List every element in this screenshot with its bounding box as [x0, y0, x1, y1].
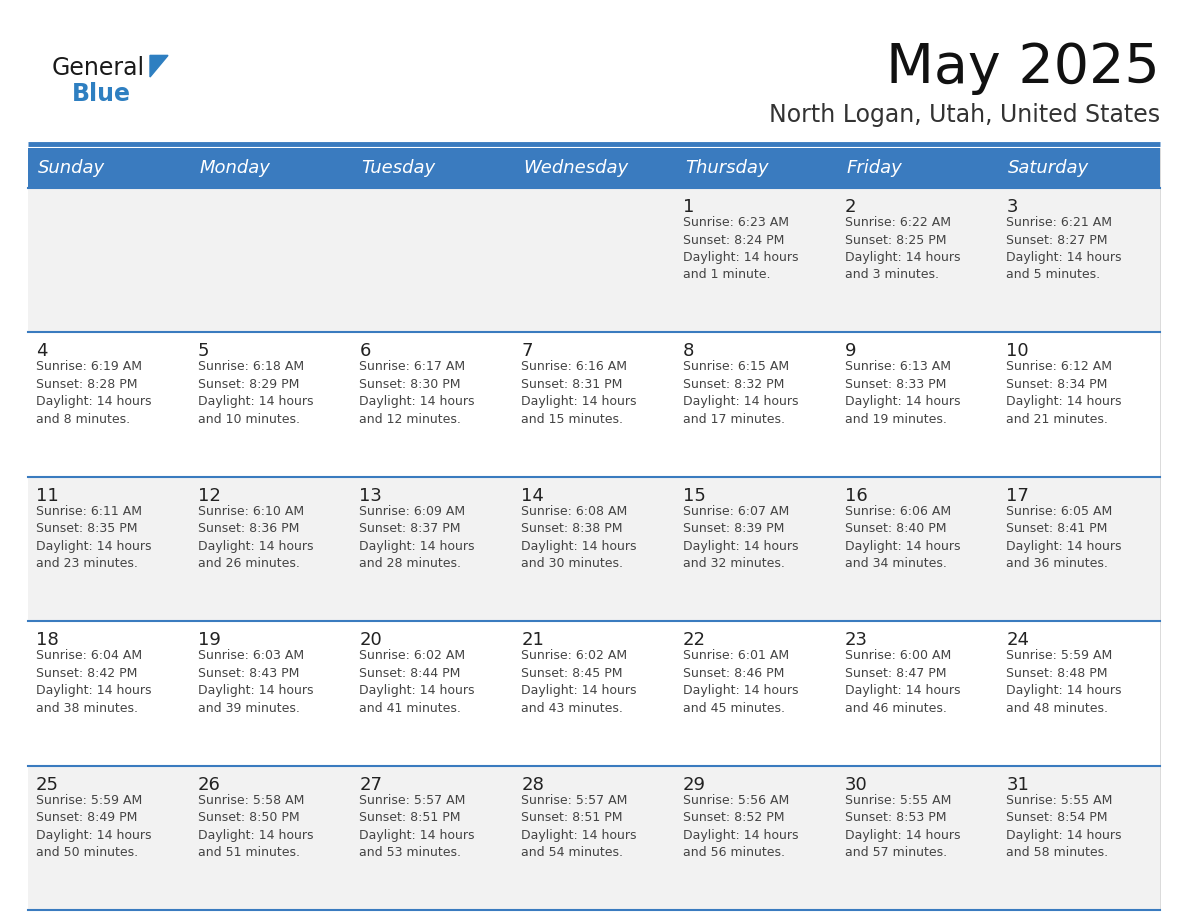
Text: Saturday: Saturday: [1009, 159, 1089, 177]
Text: 27: 27: [360, 776, 383, 793]
Text: Sunrise: 6:07 AM
Sunset: 8:39 PM
Daylight: 14 hours
and 32 minutes.: Sunrise: 6:07 AM Sunset: 8:39 PM Dayligh…: [683, 505, 798, 570]
Text: 9: 9: [845, 342, 857, 361]
Text: 1: 1: [683, 198, 694, 216]
Text: Sunrise: 6:21 AM
Sunset: 8:27 PM
Daylight: 14 hours
and 5 minutes.: Sunrise: 6:21 AM Sunset: 8:27 PM Dayligh…: [1006, 216, 1121, 282]
Text: 12: 12: [197, 487, 221, 505]
Text: Sunrise: 6:13 AM
Sunset: 8:33 PM
Daylight: 14 hours
and 19 minutes.: Sunrise: 6:13 AM Sunset: 8:33 PM Dayligh…: [845, 361, 960, 426]
Text: 24: 24: [1006, 632, 1029, 649]
Text: 18: 18: [36, 632, 58, 649]
Text: 2: 2: [845, 198, 857, 216]
Bar: [836, 148, 998, 188]
Text: 31: 31: [1006, 776, 1029, 793]
Bar: [675, 148, 836, 188]
Text: Sunrise: 5:59 AM
Sunset: 8:49 PM
Daylight: 14 hours
and 50 minutes.: Sunrise: 5:59 AM Sunset: 8:49 PM Dayligh…: [36, 793, 152, 859]
Text: Monday: Monday: [200, 159, 271, 177]
Text: Sunrise: 5:55 AM
Sunset: 8:54 PM
Daylight: 14 hours
and 58 minutes.: Sunrise: 5:55 AM Sunset: 8:54 PM Dayligh…: [1006, 793, 1121, 859]
Text: Sunrise: 6:00 AM
Sunset: 8:47 PM
Daylight: 14 hours
and 46 minutes.: Sunrise: 6:00 AM Sunset: 8:47 PM Dayligh…: [845, 649, 960, 715]
Bar: [29, 766, 1159, 910]
Text: 6: 6: [360, 342, 371, 361]
Text: Sunrise: 6:03 AM
Sunset: 8:43 PM
Daylight: 14 hours
and 39 minutes.: Sunrise: 6:03 AM Sunset: 8:43 PM Dayligh…: [197, 649, 314, 715]
Text: Sunrise: 6:17 AM
Sunset: 8:30 PM
Daylight: 14 hours
and 12 minutes.: Sunrise: 6:17 AM Sunset: 8:30 PM Dayligh…: [360, 361, 475, 426]
Text: Sunrise: 6:05 AM
Sunset: 8:41 PM
Daylight: 14 hours
and 36 minutes.: Sunrise: 6:05 AM Sunset: 8:41 PM Dayligh…: [1006, 505, 1121, 570]
Text: Tuesday: Tuesday: [361, 159, 436, 177]
Text: Sunrise: 6:01 AM
Sunset: 8:46 PM
Daylight: 14 hours
and 45 minutes.: Sunrise: 6:01 AM Sunset: 8:46 PM Dayligh…: [683, 649, 798, 715]
Text: Sunrise: 6:04 AM
Sunset: 8:42 PM
Daylight: 14 hours
and 38 minutes.: Sunrise: 6:04 AM Sunset: 8:42 PM Dayligh…: [36, 649, 152, 715]
Bar: [998, 148, 1159, 188]
Text: 30: 30: [845, 776, 867, 793]
Text: Sunrise: 6:15 AM
Sunset: 8:32 PM
Daylight: 14 hours
and 17 minutes.: Sunrise: 6:15 AM Sunset: 8:32 PM Dayligh…: [683, 361, 798, 426]
Bar: [190, 148, 352, 188]
Text: Sunrise: 6:06 AM
Sunset: 8:40 PM
Daylight: 14 hours
and 34 minutes.: Sunrise: 6:06 AM Sunset: 8:40 PM Dayligh…: [845, 505, 960, 570]
Text: North Logan, Utah, United States: North Logan, Utah, United States: [769, 103, 1159, 127]
Text: Sunrise: 6:02 AM
Sunset: 8:45 PM
Daylight: 14 hours
and 43 minutes.: Sunrise: 6:02 AM Sunset: 8:45 PM Dayligh…: [522, 649, 637, 715]
Text: Sunrise: 5:58 AM
Sunset: 8:50 PM
Daylight: 14 hours
and 51 minutes.: Sunrise: 5:58 AM Sunset: 8:50 PM Dayligh…: [197, 793, 314, 859]
Text: 13: 13: [360, 487, 383, 505]
Text: Blue: Blue: [72, 82, 131, 106]
Text: 8: 8: [683, 342, 694, 361]
Text: Sunrise: 6:08 AM
Sunset: 8:38 PM
Daylight: 14 hours
and 30 minutes.: Sunrise: 6:08 AM Sunset: 8:38 PM Dayligh…: [522, 505, 637, 570]
Text: Sunrise: 6:16 AM
Sunset: 8:31 PM
Daylight: 14 hours
and 15 minutes.: Sunrise: 6:16 AM Sunset: 8:31 PM Dayligh…: [522, 361, 637, 426]
Text: 17: 17: [1006, 487, 1029, 505]
Text: 25: 25: [36, 776, 59, 793]
Text: 23: 23: [845, 632, 867, 649]
Bar: [29, 188, 1159, 332]
Text: 4: 4: [36, 342, 48, 361]
Text: Thursday: Thursday: [684, 159, 769, 177]
Bar: [29, 476, 1159, 621]
Text: 15: 15: [683, 487, 706, 505]
Text: 7: 7: [522, 342, 532, 361]
Text: 3: 3: [1006, 198, 1018, 216]
Text: Sunrise: 6:19 AM
Sunset: 8:28 PM
Daylight: 14 hours
and 8 minutes.: Sunrise: 6:19 AM Sunset: 8:28 PM Dayligh…: [36, 361, 152, 426]
Text: 10: 10: [1006, 342, 1029, 361]
Text: 28: 28: [522, 776, 544, 793]
Text: 21: 21: [522, 632, 544, 649]
Text: Wednesday: Wednesday: [523, 159, 628, 177]
Bar: [352, 148, 513, 188]
Text: Sunrise: 5:56 AM
Sunset: 8:52 PM
Daylight: 14 hours
and 56 minutes.: Sunrise: 5:56 AM Sunset: 8:52 PM Dayligh…: [683, 793, 798, 859]
Text: Sunrise: 5:55 AM
Sunset: 8:53 PM
Daylight: 14 hours
and 57 minutes.: Sunrise: 5:55 AM Sunset: 8:53 PM Dayligh…: [845, 793, 960, 859]
Text: Sunrise: 5:57 AM
Sunset: 8:51 PM
Daylight: 14 hours
and 53 minutes.: Sunrise: 5:57 AM Sunset: 8:51 PM Dayligh…: [360, 793, 475, 859]
Text: 16: 16: [845, 487, 867, 505]
Text: Sunrise: 5:59 AM
Sunset: 8:48 PM
Daylight: 14 hours
and 48 minutes.: Sunrise: 5:59 AM Sunset: 8:48 PM Dayligh…: [1006, 649, 1121, 715]
Text: Friday: Friday: [847, 159, 903, 177]
Text: 5: 5: [197, 342, 209, 361]
Text: May 2025: May 2025: [886, 41, 1159, 95]
Text: Sunrise: 6:09 AM
Sunset: 8:37 PM
Daylight: 14 hours
and 28 minutes.: Sunrise: 6:09 AM Sunset: 8:37 PM Dayligh…: [360, 505, 475, 570]
Text: 19: 19: [197, 632, 221, 649]
Text: Sunrise: 6:11 AM
Sunset: 8:35 PM
Daylight: 14 hours
and 23 minutes.: Sunrise: 6:11 AM Sunset: 8:35 PM Dayligh…: [36, 505, 152, 570]
Polygon shape: [150, 55, 168, 77]
Bar: [513, 148, 675, 188]
Text: 14: 14: [522, 487, 544, 505]
Text: 29: 29: [683, 776, 706, 793]
Text: Sunrise: 6:18 AM
Sunset: 8:29 PM
Daylight: 14 hours
and 10 minutes.: Sunrise: 6:18 AM Sunset: 8:29 PM Dayligh…: [197, 361, 314, 426]
Text: General: General: [52, 56, 145, 80]
Bar: [29, 621, 1159, 766]
Text: 22: 22: [683, 632, 706, 649]
Text: Sunrise: 6:23 AM
Sunset: 8:24 PM
Daylight: 14 hours
and 1 minute.: Sunrise: 6:23 AM Sunset: 8:24 PM Dayligh…: [683, 216, 798, 282]
Bar: [29, 148, 190, 188]
Text: Sunrise: 5:57 AM
Sunset: 8:51 PM
Daylight: 14 hours
and 54 minutes.: Sunrise: 5:57 AM Sunset: 8:51 PM Dayligh…: [522, 793, 637, 859]
Text: 11: 11: [36, 487, 58, 505]
Text: Sunrise: 6:10 AM
Sunset: 8:36 PM
Daylight: 14 hours
and 26 minutes.: Sunrise: 6:10 AM Sunset: 8:36 PM Dayligh…: [197, 505, 314, 570]
Text: Sunrise: 6:02 AM
Sunset: 8:44 PM
Daylight: 14 hours
and 41 minutes.: Sunrise: 6:02 AM Sunset: 8:44 PM Dayligh…: [360, 649, 475, 715]
Text: Sunday: Sunday: [38, 159, 105, 177]
Text: 20: 20: [360, 632, 383, 649]
Bar: [29, 332, 1159, 476]
Text: Sunrise: 6:12 AM
Sunset: 8:34 PM
Daylight: 14 hours
and 21 minutes.: Sunrise: 6:12 AM Sunset: 8:34 PM Dayligh…: [1006, 361, 1121, 426]
Text: Sunrise: 6:22 AM
Sunset: 8:25 PM
Daylight: 14 hours
and 3 minutes.: Sunrise: 6:22 AM Sunset: 8:25 PM Dayligh…: [845, 216, 960, 282]
Text: 26: 26: [197, 776, 221, 793]
